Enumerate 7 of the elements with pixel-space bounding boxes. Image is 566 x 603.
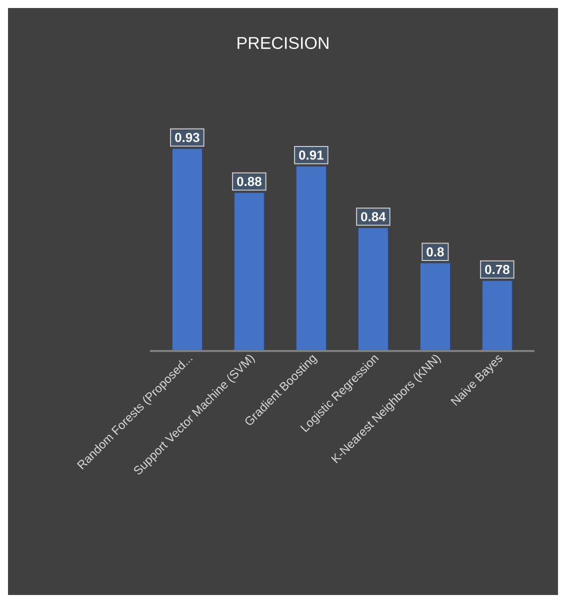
data-label: 0.84 — [361, 212, 386, 222]
data-label: 0.93 — [175, 132, 200, 142]
data-label: 0.8 — [426, 247, 444, 256]
chart-title: PRECISION — [238, 36, 328, 50]
data-label: 0.91 — [299, 150, 324, 160]
data-label: 0.88 — [237, 176, 262, 186]
data-label: 0.78 — [485, 264, 510, 274]
